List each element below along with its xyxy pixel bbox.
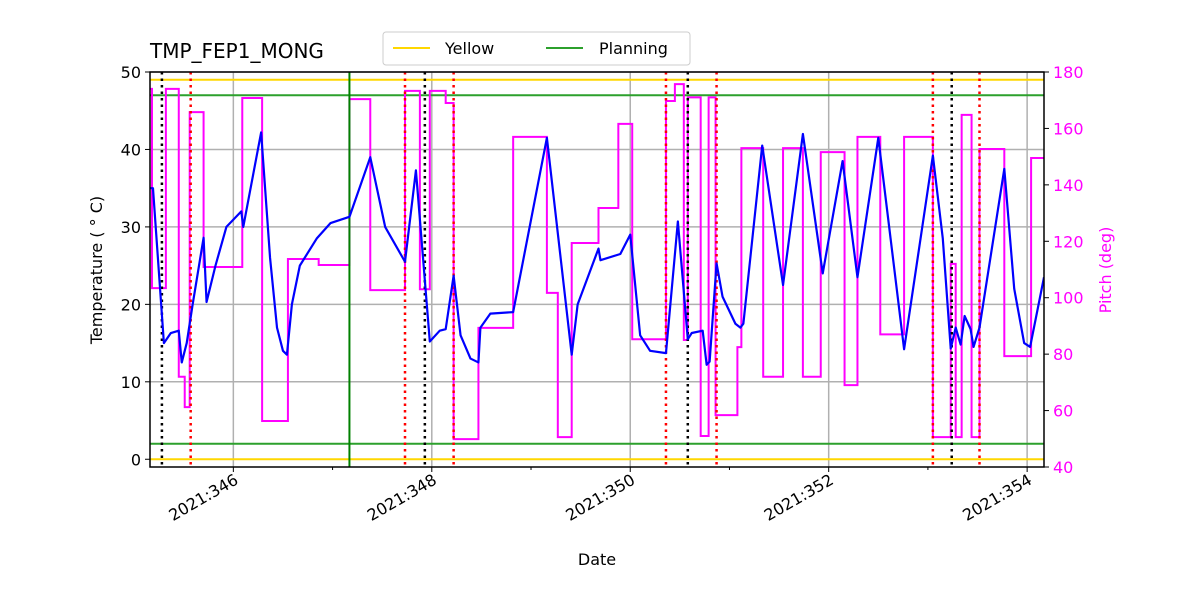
x-tick-label: 2021:350 xyxy=(562,470,638,525)
legend-label-yellow: Yellow xyxy=(444,39,494,58)
plot-frame xyxy=(149,71,1045,468)
pitch-line xyxy=(150,83,1044,441)
y-tick-label: 50 xyxy=(121,63,141,82)
x-tick-label: 2021:346 xyxy=(165,470,241,525)
x-tick-label: 2021:348 xyxy=(364,470,440,525)
temperature-line xyxy=(150,131,1044,366)
y2-axis-label: Pitch (deg) xyxy=(1096,227,1115,314)
y-tick-label: 30 xyxy=(121,218,141,237)
x-axis-label: Date xyxy=(578,550,616,569)
y2-tick-label: 160 xyxy=(1053,119,1084,138)
y2-tick-label: 60 xyxy=(1053,402,1073,421)
chart-title: TMP_FEP1_MONG xyxy=(149,39,324,63)
legend: Yellow Planning xyxy=(382,31,691,66)
y2-tick-label: 100 xyxy=(1053,289,1084,308)
y2-tick-label: 180 xyxy=(1053,63,1084,82)
y2-tick-label: 40 xyxy=(1053,458,1073,477)
y-axis-label: Temperature ( ° C) xyxy=(87,196,106,345)
y2-tick-label: 140 xyxy=(1053,176,1084,195)
y-tick-label: 20 xyxy=(121,295,141,314)
y-tick-label: 40 xyxy=(121,140,141,159)
y2-tick-label: 120 xyxy=(1053,232,1084,251)
x-tick-label: 2021:354 xyxy=(959,470,1035,525)
y2-tick-label: 80 xyxy=(1053,345,1073,364)
legend-label-planning: Planning xyxy=(599,39,668,58)
x-tick-label: 2021:352 xyxy=(761,470,837,525)
y-tick-label: 0 xyxy=(131,450,141,469)
y-tick-label: 10 xyxy=(121,373,141,392)
